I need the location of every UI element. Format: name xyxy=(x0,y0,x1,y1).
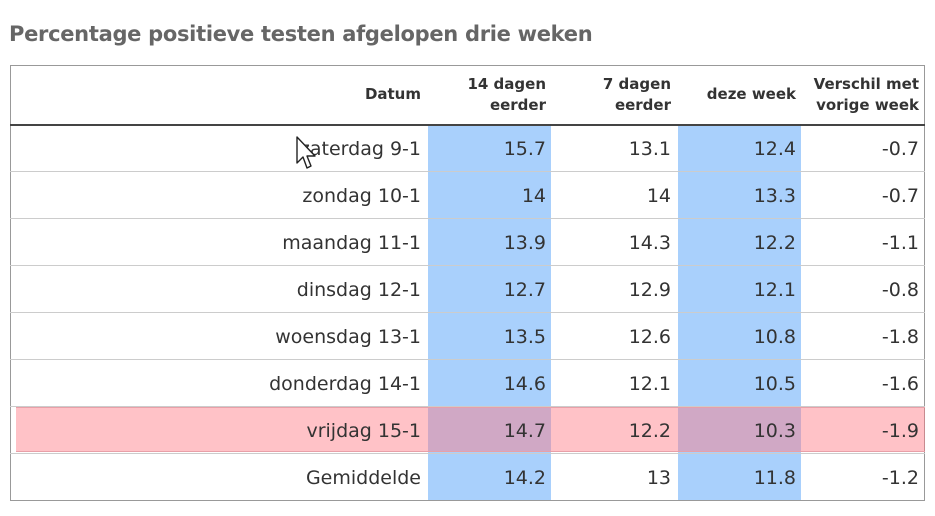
cell-verschil: -1.1 xyxy=(881,232,919,254)
cell-14-dagen: 13.5 xyxy=(503,326,546,348)
cell-deze-week: 12.1 xyxy=(753,279,796,301)
cell-deze-week: 10.5 xyxy=(753,373,796,395)
cell-14-dagen: 12.7 xyxy=(503,279,546,301)
header-verschil[interactable]: Verschil met vorige week xyxy=(814,74,919,116)
header-7-dagen-line1: 7 dagen xyxy=(602,75,671,93)
cell-verschil: -0.7 xyxy=(881,185,919,207)
cell-7-dagen: 12.9 xyxy=(628,279,671,301)
cell-verschil: -0.7 xyxy=(881,138,919,160)
cell-deze-week: 11.8 xyxy=(753,467,796,489)
header-verschil-line1: Verschil met xyxy=(813,75,919,93)
cell-datum: zaterdag 9-1 xyxy=(299,138,421,160)
cell-14-dagen: 14.2 xyxy=(503,467,546,489)
header-7-dagen-eerder[interactable]: 7 dagen eerder xyxy=(603,74,671,116)
cell-datum: woensdag 13-1 xyxy=(275,326,421,348)
cell-deze-week: 13.3 xyxy=(753,185,796,207)
row-divider xyxy=(10,359,925,360)
cell-14-dagen: 15.7 xyxy=(503,138,546,160)
header-datum-line2: Datum xyxy=(364,85,421,103)
header-datum[interactable]: Datum xyxy=(365,84,421,105)
row-divider xyxy=(10,265,925,266)
cell-verschil: -1.2 xyxy=(881,467,919,489)
header-deze-week-line2: deze week xyxy=(706,85,796,103)
cell-verschil: -0.8 xyxy=(881,279,919,301)
cell-datum: zondag 10-1 xyxy=(302,185,421,207)
cell-14-dagen: 14.7 xyxy=(503,420,546,442)
row-divider xyxy=(10,453,925,454)
cell-datum: maandag 11-1 xyxy=(282,232,421,254)
row-divider xyxy=(10,406,925,407)
cell-7-dagen: 13 xyxy=(646,467,671,489)
cell-deze-week: 10.8 xyxy=(753,326,796,348)
header-14-dagen-line1: 14 dagen xyxy=(467,75,546,93)
cell-7-dagen: 12.6 xyxy=(628,326,671,348)
cell-datum: vrijdag 15-1 xyxy=(306,420,421,442)
cell-7-dagen: 12.1 xyxy=(628,373,671,395)
cell-14-dagen: 14 xyxy=(521,185,546,207)
cell-deze-week: 12.4 xyxy=(753,138,796,160)
cell-14-dagen: 14.6 xyxy=(503,373,546,395)
table-title: Percentage positieve testen afgelopen dr… xyxy=(9,22,593,46)
header-7-dagen-line2: eerder xyxy=(614,96,671,114)
cell-deze-week: 10.3 xyxy=(753,420,796,442)
row-divider xyxy=(10,218,925,219)
header-deze-week[interactable]: deze week xyxy=(707,84,796,105)
cell-7-dagen: 12.2 xyxy=(628,420,671,442)
header-14-dagen-line2: eerder xyxy=(489,96,546,114)
mouse-pointer-icon xyxy=(296,136,316,169)
row-divider xyxy=(10,171,925,172)
cell-7-dagen: 14 xyxy=(646,185,671,207)
cell-deze-week: 12.2 xyxy=(753,232,796,254)
header-verschil-line2: vorige week xyxy=(816,96,919,114)
cell-datum: Gemiddelde xyxy=(305,467,421,489)
header-14-dagen-eerder[interactable]: 14 dagen eerder xyxy=(467,74,546,116)
row-divider xyxy=(10,312,925,313)
cell-7-dagen: 14.3 xyxy=(628,232,671,254)
cell-verschil: -1.6 xyxy=(881,373,919,395)
cell-7-dagen: 13.1 xyxy=(628,138,671,160)
cell-datum: donderdag 14-1 xyxy=(269,373,421,395)
cell-verschil: -1.9 xyxy=(881,420,919,442)
cell-14-dagen: 13.9 xyxy=(503,232,546,254)
header-divider xyxy=(10,124,925,126)
cell-datum: dinsdag 12-1 xyxy=(296,279,421,301)
row-highlight-vrijdag xyxy=(16,407,925,452)
cell-verschil: -1.8 xyxy=(881,326,919,348)
